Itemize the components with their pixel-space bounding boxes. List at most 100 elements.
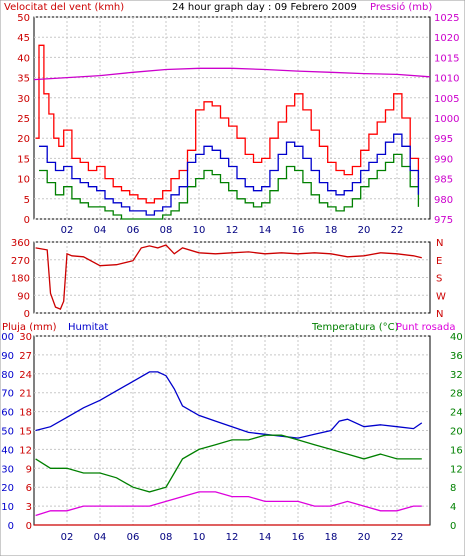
- rain-tick-label: 21: [19, 389, 32, 400]
- pressure-y-tick-label: 990: [434, 154, 453, 165]
- temperature-tick-label: 32: [450, 370, 463, 381]
- humidity-tick-label: 50: [1, 427, 14, 438]
- direction-y-tick-label: 90: [17, 291, 30, 302]
- pressure-y-tick-label: 1005: [434, 94, 459, 105]
- x-tick-label: 18: [325, 225, 338, 236]
- series-layer: [33, 44, 431, 526]
- x-tick-label: 20: [358, 225, 371, 236]
- wind-y-tick-label: 25: [17, 114, 30, 125]
- rain-tick-label: 18: [19, 408, 32, 419]
- x-tick-label: 12: [226, 225, 239, 236]
- temperature-tick-label: 8: [450, 483, 456, 494]
- temperature-tick-label: 16: [450, 445, 463, 456]
- wind-y-tick-label: 0: [24, 215, 30, 226]
- rain-tick-label: 6: [26, 483, 32, 494]
- wind-y-tick-label: 40: [17, 53, 30, 64]
- wind-series-line: [39, 153, 420, 220]
- weather-series-line: [35, 434, 422, 493]
- pressure-y-tick-label: 985: [434, 175, 453, 186]
- chart-date-title: 24 hour graph day : 09 Febrero 2009: [172, 2, 357, 13]
- grid-layer: [34, 16, 430, 526]
- humidity-tick-label: 40: [1, 445, 14, 456]
- temperature-tick-label: 40: [450, 332, 463, 343]
- rain-tick-label: 15: [19, 427, 32, 438]
- pressure-title: Pressió (mb): [370, 1, 432, 13]
- direction-y-tick-label: 270: [11, 256, 30, 267]
- pressure-y-tick-label: 975: [434, 215, 453, 226]
- rain-tick-label: 24: [19, 370, 32, 381]
- x-tick-label: 06: [127, 532, 140, 543]
- x-tick-label: 08: [160, 532, 173, 543]
- rain-tick-label: 9: [26, 464, 32, 475]
- wind-y-tick-label: 35: [17, 74, 30, 85]
- humidity-tick-label: 100: [0, 332, 14, 343]
- rain-tick-label: 30: [19, 332, 32, 343]
- direction-series-line: [35, 244, 422, 310]
- temperature-tick-label: 20: [450, 427, 463, 438]
- x-tick-label: 16: [292, 225, 305, 236]
- compass-tick-label: W: [436, 291, 446, 302]
- x-tick-label: 10: [193, 225, 206, 236]
- wind-speed-title: Velocitat del vent (kmh): [4, 2, 124, 13]
- compass-tick-label: S: [436, 274, 442, 285]
- humidity-tick-label: 70: [1, 389, 14, 400]
- wind-y-tick-label: 50: [17, 13, 30, 24]
- x-tick-label: 04: [94, 532, 107, 543]
- x-tick-label: 22: [391, 532, 404, 543]
- pressure-y-tick-label: 1020: [434, 33, 459, 44]
- humidity-tick-label: 30: [1, 464, 14, 475]
- temperature-tick-label: 0: [450, 521, 456, 532]
- pressure-y-tick-label: 1000: [434, 114, 459, 125]
- x-tick-label: 02: [61, 225, 74, 236]
- rain-tick-label: 12: [19, 445, 32, 456]
- x-tick-label: 22: [391, 225, 404, 236]
- compass-tick-label: E: [436, 256, 442, 267]
- x-tick-label: 06: [127, 225, 140, 236]
- temperature-tick-label: 4: [450, 502, 456, 513]
- rain-tick-label: 0: [26, 521, 32, 532]
- temperature-label: Temperatura (°C): [311, 322, 399, 333]
- temperature-tick-label: 36: [450, 351, 463, 362]
- humidity-tick-label: 90: [1, 351, 14, 362]
- wind-series-line: [39, 133, 420, 216]
- wind-y-tick-label: 10: [17, 175, 30, 186]
- temperature-tick-label: 28: [450, 389, 463, 400]
- tick-labels-layer: 0202040406060808101012121414161618182020…: [0, 13, 463, 543]
- temperature-tick-label: 24: [450, 408, 463, 419]
- rain-label: Pluja (mm): [2, 322, 57, 333]
- humidity-label: Humitat: [68, 322, 108, 333]
- x-tick-label: 12: [226, 532, 239, 543]
- pressure-y-tick-label: 1025: [434, 13, 459, 24]
- compass-tick-label: N: [436, 309, 443, 320]
- humidity-tick-label: 60: [1, 408, 14, 419]
- weather-series-line: [35, 491, 422, 517]
- x-tick-label: 16: [292, 532, 305, 543]
- humidity-tick-label: 80: [1, 370, 14, 381]
- wind-y-tick-label: 5: [24, 195, 30, 206]
- pressure-y-tick-label: 1010: [434, 74, 459, 85]
- wind-y-tick-label: 30: [17, 94, 30, 105]
- wind-series-line: [33, 67, 431, 81]
- rain-tick-label: 3: [26, 502, 32, 513]
- pressure-y-tick-label: 995: [434, 134, 453, 145]
- wind-series-line: [35, 44, 420, 204]
- x-tick-label: 08: [160, 225, 173, 236]
- rain-tick-label: 27: [19, 351, 32, 362]
- humidity-tick-label: 20: [1, 483, 14, 494]
- compass-tick-label: N: [436, 238, 443, 249]
- x-tick-label: 18: [325, 532, 338, 543]
- wind-y-tick-label: 45: [17, 33, 30, 44]
- dewpoint-label: Punt rosada: [396, 322, 455, 333]
- x-tick-label: 14: [259, 225, 272, 236]
- x-tick-label: 20: [358, 532, 371, 543]
- direction-y-tick-label: 360: [11, 238, 30, 249]
- wind-y-tick-label: 15: [17, 154, 30, 165]
- x-tick-label: 02: [61, 532, 74, 543]
- weather-series-line: [35, 371, 423, 439]
- x-tick-label: 14: [259, 532, 272, 543]
- wind-y-tick-label: 20: [17, 134, 30, 145]
- direction-y-tick-label: 180: [11, 274, 30, 285]
- x-tick-label: 04: [94, 225, 107, 236]
